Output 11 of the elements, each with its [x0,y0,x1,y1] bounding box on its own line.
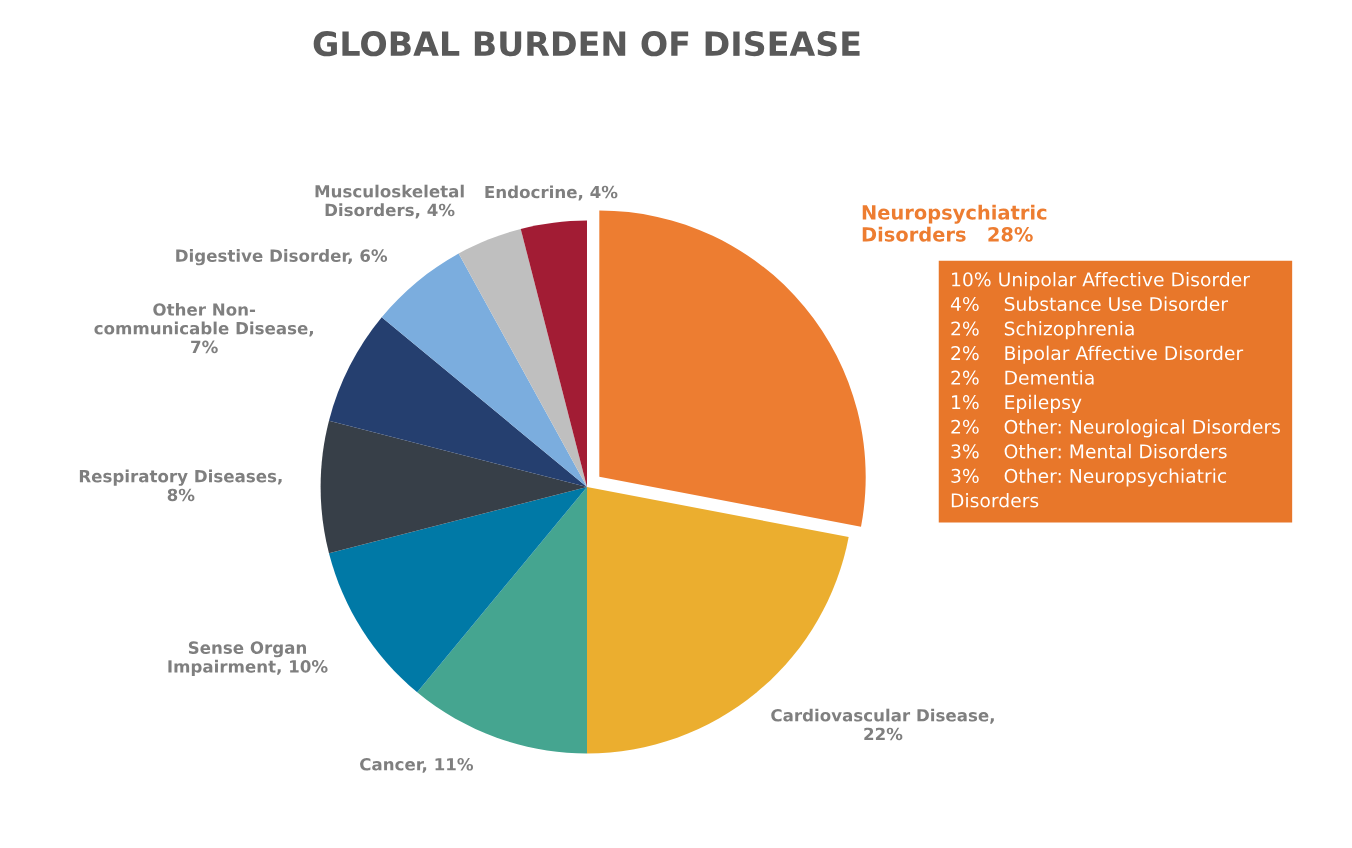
slice-label: Respiratory Diseases, 8% [79,469,282,502]
text: 10% Unipolar Affective Disorder 4% Substance Use Disorder 2% Schizophrenia 2% Bipolar Affective Disorder 2% Dementia 1% Epilepsy 2% Other: Neurological Disorders 3% Other: Mental Disorders 3% Other: Neuropsychiatric Disorders [950,272,1280,508]
slice-label: Sense Organ Impairment, 10% [168,641,328,676]
slice-label: Endocrine, 4% [485,185,618,201]
slice-label: Cardiovascular Disease, 22% [771,708,994,741]
slice-label: Cancer, 11% [360,758,474,773]
slice-label: Musculoskeletal Disorders, 4% [315,184,464,219]
slice-label: Other Non- communicable Disease, 7% [94,302,313,354]
slice-label: Neuropsychiatric Disorders 28% [862,204,1047,242]
chart-title: GLOBAL BURDEN OF DISEASE [313,31,860,57]
slice-label: Digestive Disorder, 6% [176,249,388,266]
